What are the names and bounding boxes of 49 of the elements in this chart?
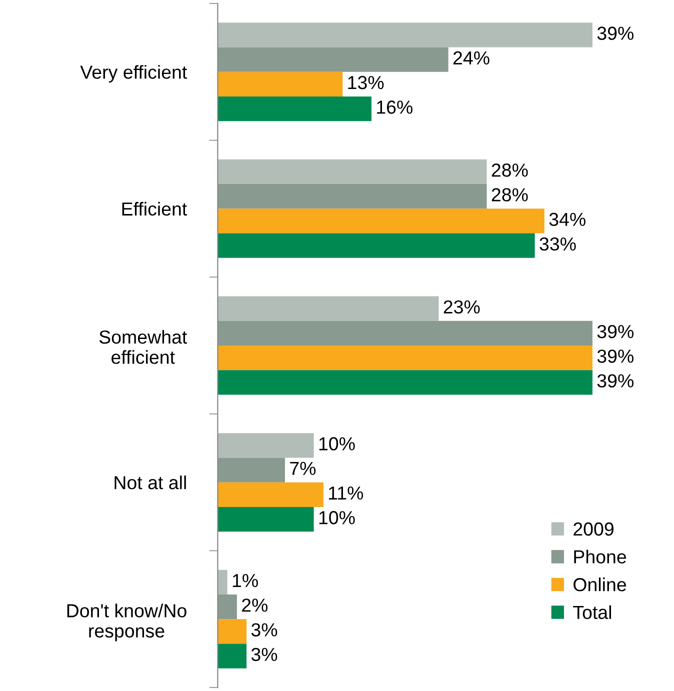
data-label: 1% xyxy=(232,574,258,588)
data-label: 3% xyxy=(251,648,278,662)
data-label: 28% xyxy=(492,188,528,202)
bar xyxy=(218,159,487,184)
bar xyxy=(218,482,324,507)
data-label: 39% xyxy=(597,324,634,338)
data-label: 33% xyxy=(540,237,576,251)
bar xyxy=(218,570,228,595)
bar xyxy=(218,594,237,620)
y-tick-label: Not at all xyxy=(114,476,186,490)
data-label: 3% xyxy=(251,623,278,636)
y-tick-label: Somewhat efficient xyxy=(99,330,188,364)
data-label: 39% xyxy=(597,374,634,388)
bar xyxy=(218,458,285,482)
bar xyxy=(218,47,448,72)
data-label: 10% xyxy=(319,511,355,524)
y-tick-label: Efficient xyxy=(122,202,188,216)
data-label: 23% xyxy=(444,300,480,314)
bar xyxy=(218,208,544,234)
data-label: 39% xyxy=(597,350,634,363)
bar xyxy=(218,619,247,644)
data-label: 28% xyxy=(492,163,528,177)
bar xyxy=(218,184,487,209)
legend-label: 2009 xyxy=(574,522,614,536)
legend-label: Online xyxy=(574,578,626,592)
data-label: 13% xyxy=(348,76,384,90)
data-label: 10% xyxy=(319,437,355,450)
bar xyxy=(218,370,592,395)
bar xyxy=(218,320,592,346)
data-label: 2% xyxy=(242,598,268,612)
bar xyxy=(218,96,372,122)
legend-label: Total xyxy=(573,605,611,620)
data-label: 34% xyxy=(549,212,586,226)
bar xyxy=(218,506,314,532)
data-label: 16% xyxy=(377,100,412,114)
y-tick-label: Very efficient xyxy=(80,65,188,83)
bar xyxy=(218,346,592,370)
bar xyxy=(218,644,247,668)
bar xyxy=(218,296,439,321)
data-label: 39% xyxy=(597,26,634,40)
data-label: 7% xyxy=(290,462,316,475)
data-label: 11% xyxy=(329,486,364,500)
bar xyxy=(218,72,343,96)
data-label: 24% xyxy=(453,51,490,65)
bar xyxy=(218,22,592,48)
bar xyxy=(218,433,314,458)
bar xyxy=(218,233,535,258)
legend-label: Phone xyxy=(574,550,626,564)
y-tick-label: Don't know/No response xyxy=(67,604,186,642)
